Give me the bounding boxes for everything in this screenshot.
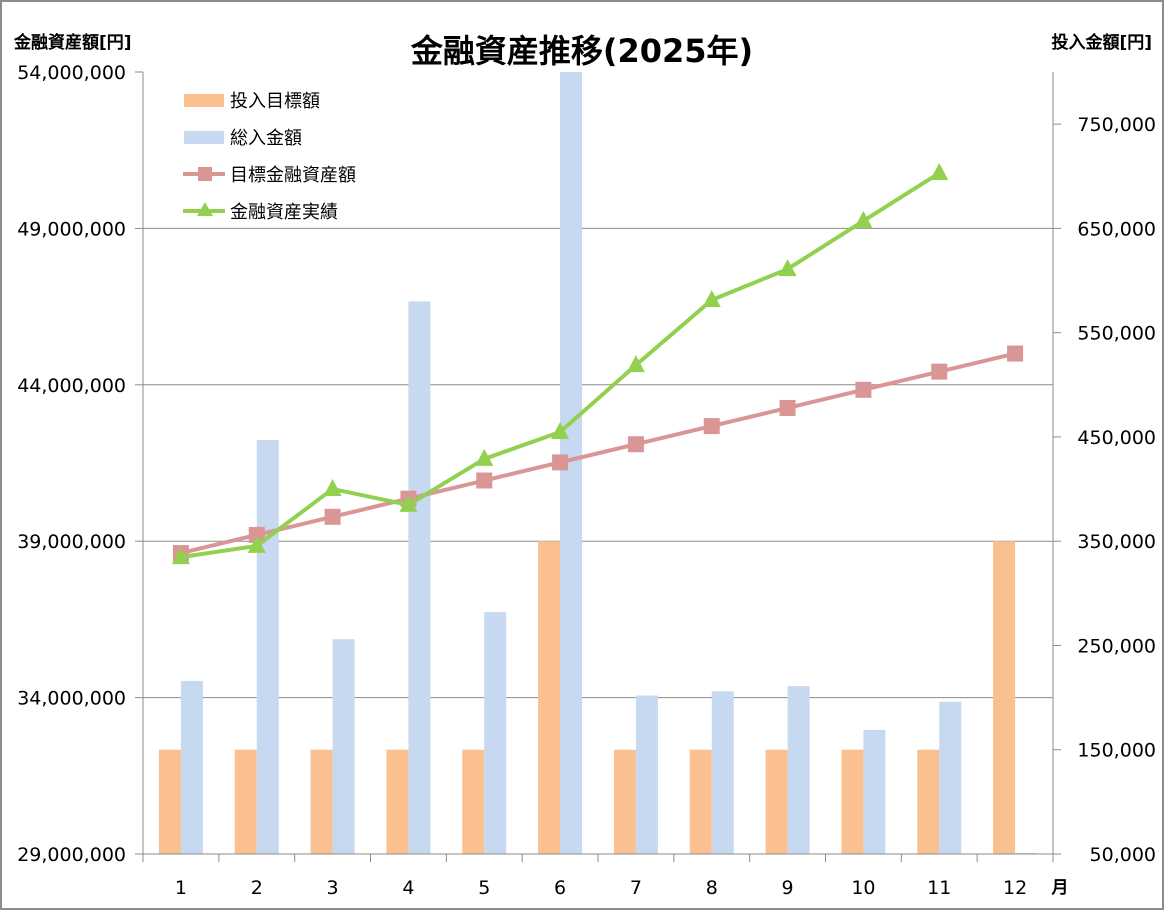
bar-total-deposit xyxy=(484,612,507,854)
target-assets-marker xyxy=(552,454,569,471)
x-tick-label: 6 xyxy=(554,877,566,899)
bar-total-deposit xyxy=(560,72,583,854)
legend-swatch xyxy=(184,94,224,107)
bar-target-investment xyxy=(310,749,333,854)
bar-total-deposit xyxy=(711,691,734,854)
right-tick-label: 50,000 xyxy=(1090,844,1156,866)
target-assets-marker xyxy=(1007,345,1024,362)
actual-assets-marker xyxy=(854,210,873,228)
legend-label: 投入目標額 xyxy=(230,91,320,112)
bar-total-deposit xyxy=(1015,852,1038,854)
bar-total-deposit xyxy=(635,695,658,854)
x-tick-label: 12 xyxy=(1003,877,1027,899)
legend-label: 目標金融資産額 xyxy=(230,165,356,186)
bar-total-deposit xyxy=(256,440,279,854)
bar-target-investment xyxy=(386,749,409,854)
legend-swatch xyxy=(184,131,224,144)
target-assets-line xyxy=(180,351,1016,556)
bar-total-deposit xyxy=(787,686,810,854)
target-assets-marker xyxy=(248,526,265,543)
bar-target-investment xyxy=(917,749,940,854)
left-tick-label: 29,000,000 xyxy=(17,844,126,866)
bar-total-deposit xyxy=(180,680,203,854)
actual-assets-marker xyxy=(551,422,570,440)
actual-assets-marker xyxy=(475,448,494,466)
target-assets-marker xyxy=(703,418,720,435)
actual-assets-marker xyxy=(930,163,949,181)
actual-assets-marker xyxy=(702,290,721,308)
right-tick-label: 250,000 xyxy=(1077,635,1156,657)
bar-target-investment xyxy=(613,749,636,854)
chart-title: 金融資産推移(2025年) xyxy=(410,32,753,70)
x-tick-label: 5 xyxy=(478,877,490,899)
target-assets-marker xyxy=(779,399,796,416)
x-tick-label: 7 xyxy=(630,877,642,899)
left-tick-label: 39,000,000 xyxy=(17,531,126,553)
actual-assets-marker xyxy=(626,355,645,373)
target-assets-marker xyxy=(931,363,948,380)
x-tick-label: 8 xyxy=(706,877,718,899)
left-tick-label: 44,000,000 xyxy=(17,375,126,397)
x-tick-label: 11 xyxy=(927,877,951,899)
bar-total-deposit xyxy=(408,301,431,854)
x-tick-label: 1 xyxy=(175,877,187,899)
bar-total-deposit xyxy=(332,639,355,854)
bar-total-deposit xyxy=(863,729,886,854)
right-tick-label: 150,000 xyxy=(1077,740,1156,762)
actual-assets-marker xyxy=(247,535,266,553)
legend-label: 金融資産実績 xyxy=(230,202,338,223)
left-tick-label: 54,000,000 xyxy=(17,62,126,84)
right-tick-label: 750,000 xyxy=(1077,114,1156,136)
actual-assets-marker xyxy=(399,494,418,512)
actual-assets-marker xyxy=(778,259,797,277)
legend-triangle-marker xyxy=(197,202,213,216)
legend-label: 総入金額 xyxy=(230,128,302,149)
target-assets-marker xyxy=(476,472,493,489)
bar-target-investment xyxy=(158,749,181,854)
bar-target-investment xyxy=(538,541,561,854)
bar-target-investment xyxy=(765,749,788,854)
actual-assets-marker xyxy=(171,547,190,565)
right-tick-label: 350,000 xyxy=(1077,531,1156,553)
bar-target-investment xyxy=(993,541,1016,854)
x-tick-label: 3 xyxy=(327,877,339,899)
legend-square-marker xyxy=(198,167,212,181)
left-axis-title: 金融資産額[円] xyxy=(13,32,132,53)
bar-target-investment xyxy=(841,749,864,854)
right-tick-label: 450,000 xyxy=(1077,427,1156,449)
bar-target-investment xyxy=(689,749,712,854)
x-tick-label: 2 xyxy=(251,877,263,899)
actual-assets-marker xyxy=(323,478,342,496)
right-axis-title: 投入金額[円] xyxy=(1051,32,1152,53)
target-assets-marker xyxy=(324,508,341,525)
target-assets-marker xyxy=(855,381,872,398)
right-tick-label: 550,000 xyxy=(1077,323,1156,345)
bar-target-investment xyxy=(462,749,485,854)
x-tick-label: 4 xyxy=(402,877,414,899)
bar-target-investment xyxy=(234,749,257,854)
x-axis-title: 月 xyxy=(1051,878,1069,898)
left-tick-label: 49,000,000 xyxy=(17,218,126,240)
bar-total-deposit xyxy=(939,701,962,854)
x-tick-label: 10 xyxy=(851,877,875,899)
right-tick-label: 650,000 xyxy=(1077,218,1156,240)
x-tick-label: 9 xyxy=(782,877,794,899)
left-tick-label: 34,000,000 xyxy=(17,688,126,710)
target-assets-marker xyxy=(627,436,644,453)
